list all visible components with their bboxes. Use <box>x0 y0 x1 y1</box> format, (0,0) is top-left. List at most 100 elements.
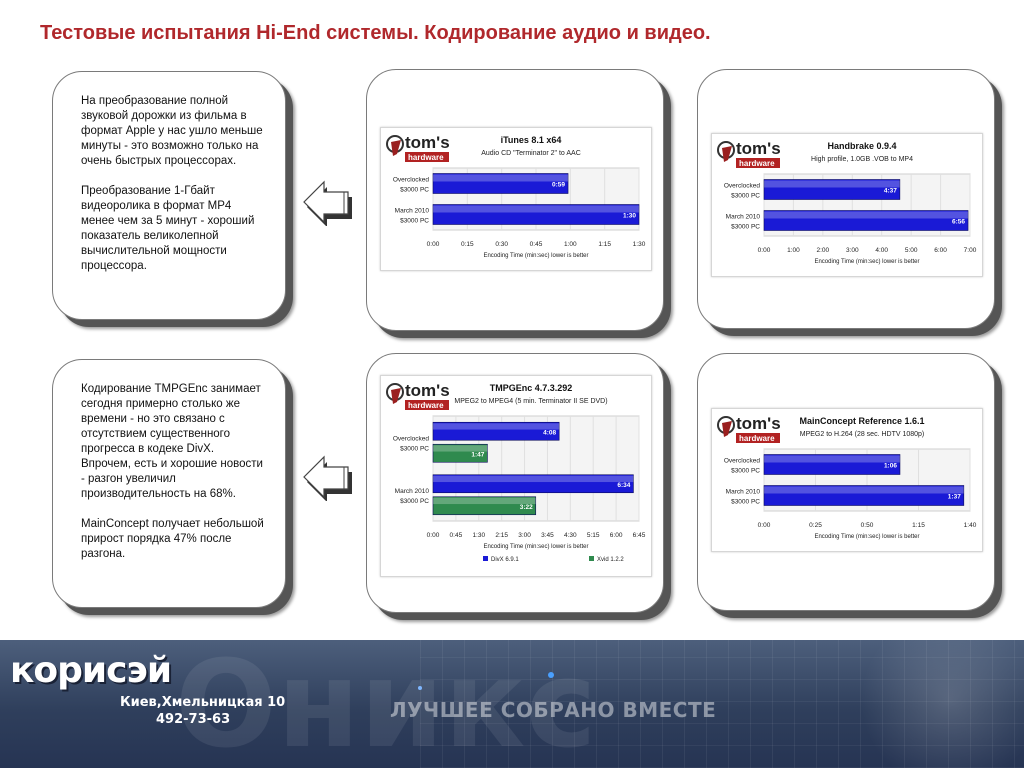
chart-mainconcept: tom's hardware MainConcept Reference 1.6.1… <box>711 408 983 552</box>
logo-subtext: hardware <box>408 153 444 162</box>
category-label: Overclocked <box>393 177 430 184</box>
bar-value-label: 6:34 <box>617 482 630 489</box>
category-label: March 2010 <box>395 208 430 215</box>
legend-swatch <box>483 556 488 561</box>
category-label: $3000 PC <box>731 468 760 475</box>
x-tick-label: 0:00 <box>758 247 771 254</box>
bar-value-label: 1:30 <box>623 213 636 220</box>
x-tick-label: 0:45 <box>450 532 463 539</box>
text-panel-itunes: На преобразование полной звуковой дорожк… <box>52 71 286 320</box>
x-tick-label: 0:00 <box>427 241 440 248</box>
bar <box>432 496 537 516</box>
chart-title: TMPGEnc 4.7.3.292 <box>490 383 573 393</box>
logo-subtext: hardware <box>739 434 775 443</box>
bar-highlight <box>764 180 900 188</box>
x-tick-label: 2:00 <box>817 247 830 254</box>
bar-highlight <box>433 445 488 452</box>
bar <box>763 485 965 506</box>
panel-paragraph: Преобразование 1-Гбайт видеоролика в фор… <box>81 185 255 272</box>
legend-label: DivX 6.9.1 <box>491 557 519 563</box>
logo-wrench-icon <box>722 421 732 437</box>
x-tick-label: 1:30 <box>633 241 646 248</box>
bar-highlight <box>433 423 560 430</box>
category-label: $3000 PC <box>400 445 429 452</box>
x-tick-label: 6:00 <box>610 532 623 539</box>
x-tick-label: 6:45 <box>633 532 646 539</box>
logo-subtext: hardware <box>739 159 775 168</box>
logo-bar <box>736 433 780 443</box>
bar-highlight <box>433 475 634 483</box>
x-tick-label: 0:50 <box>861 522 874 529</box>
chart-tmpgenc: tom's hardware TMPGEnc 4.7.3.292 MPEG2 to M… <box>380 375 652 577</box>
footer-circle-decoration <box>860 640 1024 768</box>
bar-highlight <box>764 486 964 494</box>
bar <box>763 179 901 200</box>
category-label: Overclocked <box>393 435 430 442</box>
x-tick-label: 0:30 <box>495 241 508 248</box>
logo-text: tom's <box>736 414 781 433</box>
bar-value-label: 4:37 <box>884 188 897 195</box>
logo-bar <box>405 400 449 410</box>
x-tick-label: 0:45 <box>530 241 543 248</box>
bar-highlight <box>764 211 969 219</box>
x-tick-label: 1:00 <box>564 241 577 248</box>
bar <box>432 173 569 194</box>
x-tick-label: 1:40 <box>964 522 977 529</box>
bar <box>432 421 560 441</box>
x-tick-label: 0:25 <box>809 522 822 529</box>
category-label: March 2010 <box>395 488 430 495</box>
company-slogan: ЛУЧШЕЕ СОБРАНО ВМЕСТЕ <box>390 698 717 722</box>
bar-value-label: 0:59 <box>552 182 565 189</box>
x-tick-label: 4:00 <box>875 247 888 254</box>
chart-itunes: tom's hardware iTunes 8.1 x64 Audio CD "Ter… <box>380 127 652 271</box>
chart-title: MainConcept Reference 1.6.1 <box>799 416 924 426</box>
bar-value-label: 1:47 <box>471 451 484 458</box>
chart-title: Handbrake 0.9.4 <box>827 141 896 151</box>
x-tick-label: 3:00 <box>846 247 859 254</box>
bar-highlight <box>433 174 569 182</box>
x-tick-label: 4:30 <box>564 532 577 539</box>
x-axis-label: Encoding Time (min:sec) lower is better <box>814 259 919 265</box>
x-tick-label: 2:15 <box>495 532 508 539</box>
bar <box>432 204 640 225</box>
bar <box>432 443 488 463</box>
category-label: Overclocked <box>724 458 761 465</box>
logo-bar <box>405 152 449 162</box>
bar-value-label: 3:22 <box>520 504 533 511</box>
footer-grid-decoration <box>420 640 1024 768</box>
category-label: March 2010 <box>726 214 761 221</box>
chart-subtitle: Audio CD "Terminator 2" to AAC <box>481 150 581 157</box>
bar-highlight <box>433 497 536 505</box>
category-label: $3000 PC <box>400 498 429 505</box>
x-tick-label: 0:00 <box>427 532 440 539</box>
panel-paragraph: На преобразование полной звуковой дорожк… <box>81 95 263 167</box>
logo-subtext: hardware <box>408 401 444 410</box>
x-tick-label: 1:30 <box>472 532 485 539</box>
category-label: March 2010 <box>726 489 761 496</box>
x-axis-label: Encoding Time (min:sec) lower is better <box>483 544 588 550</box>
company-phone: 492-73-63 <box>156 712 231 727</box>
footer-banner: Оникс корисэй Киев,Хмельницкая 10 492-73… <box>0 640 1024 768</box>
company-logo: корисэй <box>10 650 172 691</box>
left-arrow-icon <box>303 180 352 226</box>
bar-value-label: 1:37 <box>948 494 961 501</box>
decor-dot <box>548 672 554 678</box>
panel-paragraph: MainConcept получает небольшой прирост п… <box>81 518 264 560</box>
x-tick-label: 5:15 <box>587 532 600 539</box>
x-tick-label: 3:45 <box>541 532 554 539</box>
bar <box>763 210 969 231</box>
category-label: $3000 PC <box>400 187 429 194</box>
category-label: Overclocked <box>724 183 761 190</box>
logo-text: tom's <box>405 133 450 152</box>
x-tick-label: 1:15 <box>912 522 925 529</box>
category-label: $3000 PC <box>731 499 760 506</box>
x-tick-label: 6:00 <box>934 247 947 254</box>
logo-text: tom's <box>405 381 450 400</box>
legend-label: Xvid 1.2.2 <box>597 557 624 563</box>
